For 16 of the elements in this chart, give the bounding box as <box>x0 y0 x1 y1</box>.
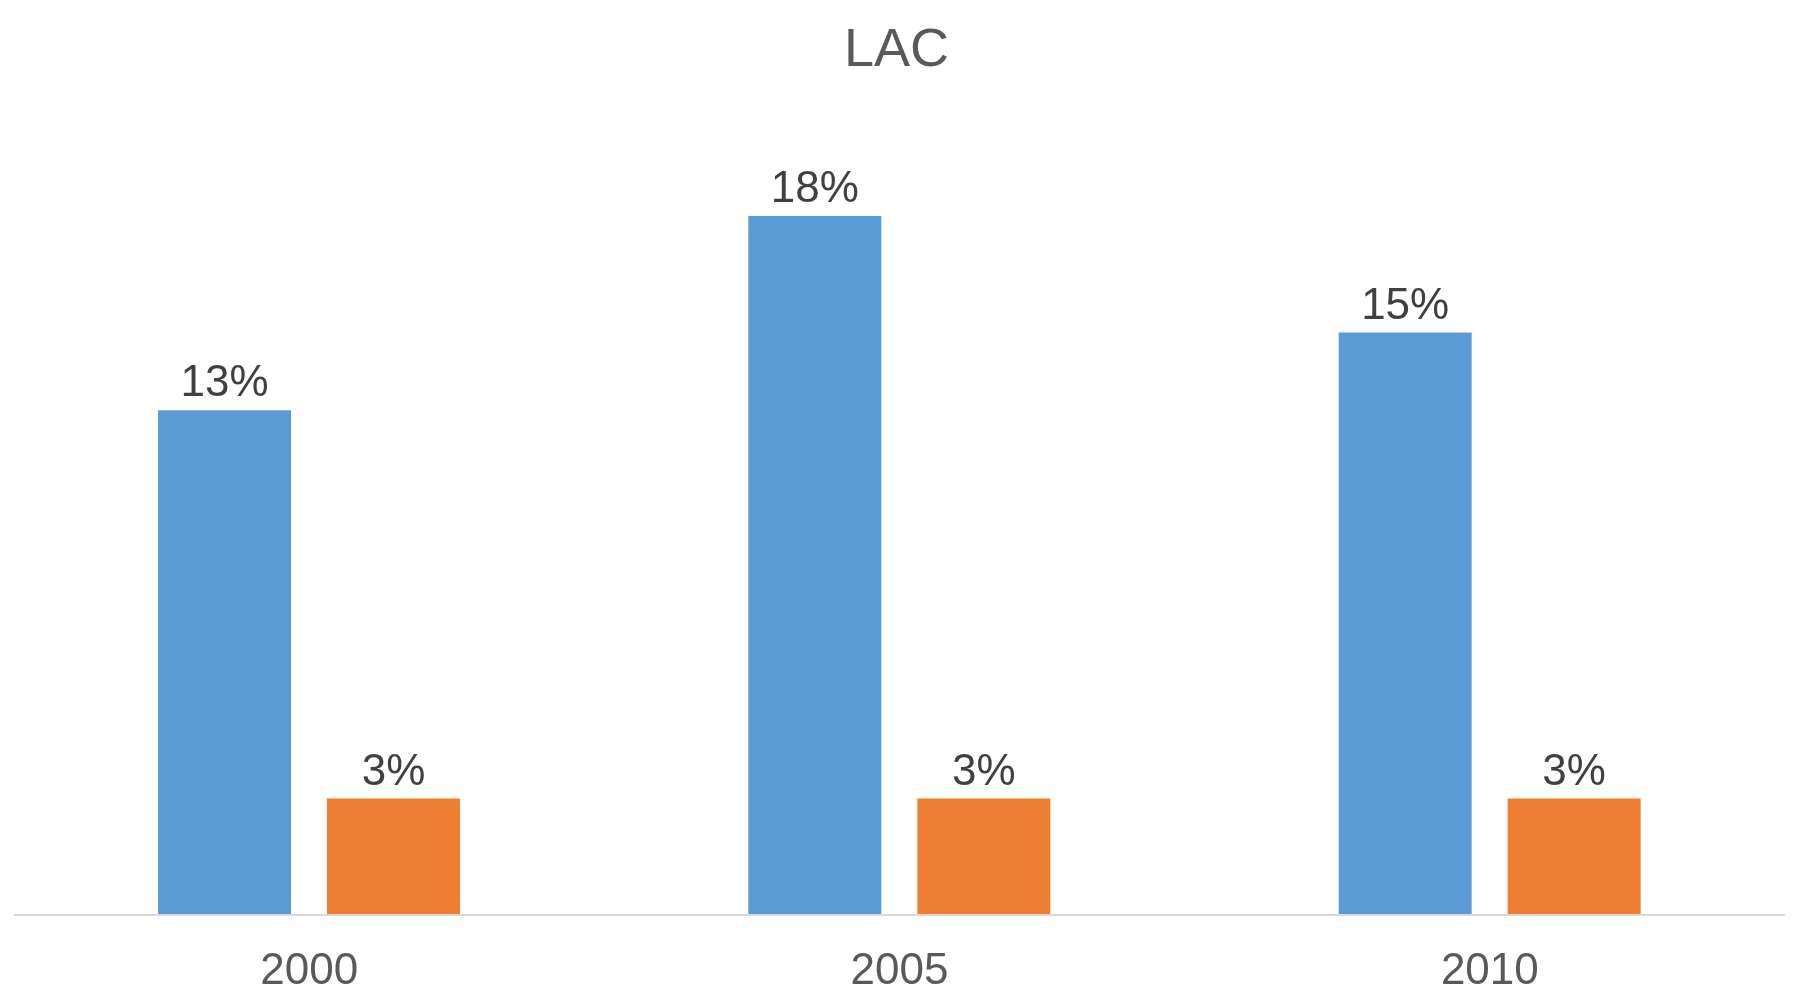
data-label: 3% <box>952 744 1016 794</box>
data-label: 13% <box>180 356 269 406</box>
bar <box>1338 332 1472 915</box>
x-tick-label: 2010 <box>1440 944 1539 994</box>
bar <box>158 410 291 915</box>
bar <box>1507 798 1641 915</box>
data-label: 15% <box>1361 278 1450 328</box>
data-label: 3% <box>361 744 426 794</box>
bar <box>748 216 882 915</box>
bar <box>327 798 460 915</box>
data-label: 3% <box>1542 744 1606 794</box>
x-tick-label: 2000 <box>260 944 359 994</box>
x-tick-label: 2005 <box>850 944 949 994</box>
data-label: 18% <box>770 162 859 211</box>
chart-title: LAC <box>842 16 950 78</box>
bar <box>917 798 1051 915</box>
